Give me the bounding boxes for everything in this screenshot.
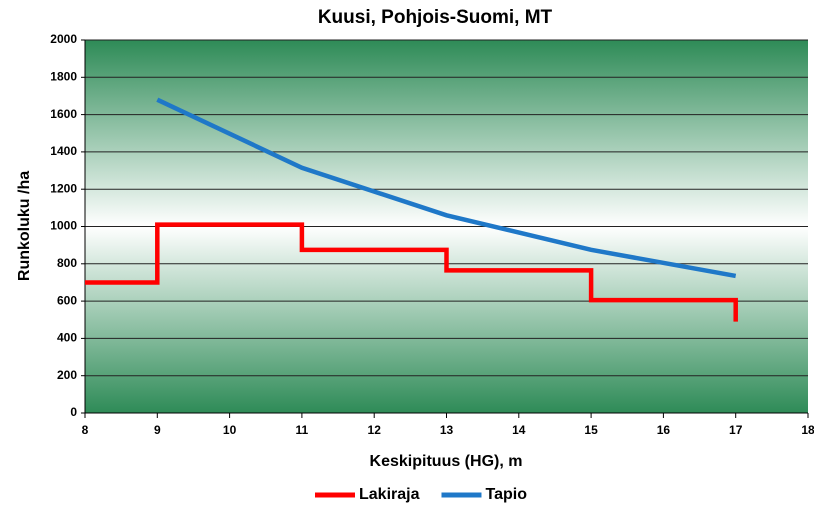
x-tick-label: 9 bbox=[154, 423, 161, 437]
x-tick-label: 14 bbox=[512, 423, 526, 437]
y-tick-label: 1600 bbox=[50, 107, 77, 121]
x-tick-label: 10 bbox=[223, 423, 237, 437]
legend-label: Lakiraja bbox=[359, 486, 420, 503]
x-tick-label: 12 bbox=[368, 423, 382, 437]
x-tick-label: 16 bbox=[657, 423, 671, 437]
x-axis-label: Keskipituus (HG), m bbox=[370, 453, 523, 470]
y-tick-label: 0 bbox=[70, 405, 77, 419]
y-tick-label: 1400 bbox=[50, 144, 77, 158]
y-tick-label: 600 bbox=[57, 293, 77, 307]
series-line bbox=[85, 222, 738, 322]
x-tick-label: 17 bbox=[729, 423, 743, 437]
x-tick-label: 8 bbox=[82, 423, 89, 437]
y-tick-label: 1000 bbox=[50, 219, 77, 233]
y-tick-label: 200 bbox=[57, 368, 77, 382]
y-axis-label: Runkoluku /ha bbox=[16, 171, 33, 281]
y-tick-label: 1800 bbox=[50, 69, 77, 83]
x-tick-label: 15 bbox=[584, 423, 598, 437]
y-tick-label: 2000 bbox=[50, 32, 77, 46]
y-tick-label: 800 bbox=[57, 256, 77, 270]
chart-title: Kuusi, Pohjois-Suomi, MT bbox=[318, 7, 553, 28]
series-line bbox=[156, 97, 737, 279]
x-tick-label: 13 bbox=[440, 423, 454, 437]
y-tick-label: 400 bbox=[57, 331, 77, 345]
legend-label: Tapio bbox=[485, 486, 527, 503]
y-tick-label: 1200 bbox=[50, 181, 77, 195]
x-tick-label: 18 bbox=[801, 423, 814, 437]
x-tick-label: 11 bbox=[296, 423, 309, 437]
